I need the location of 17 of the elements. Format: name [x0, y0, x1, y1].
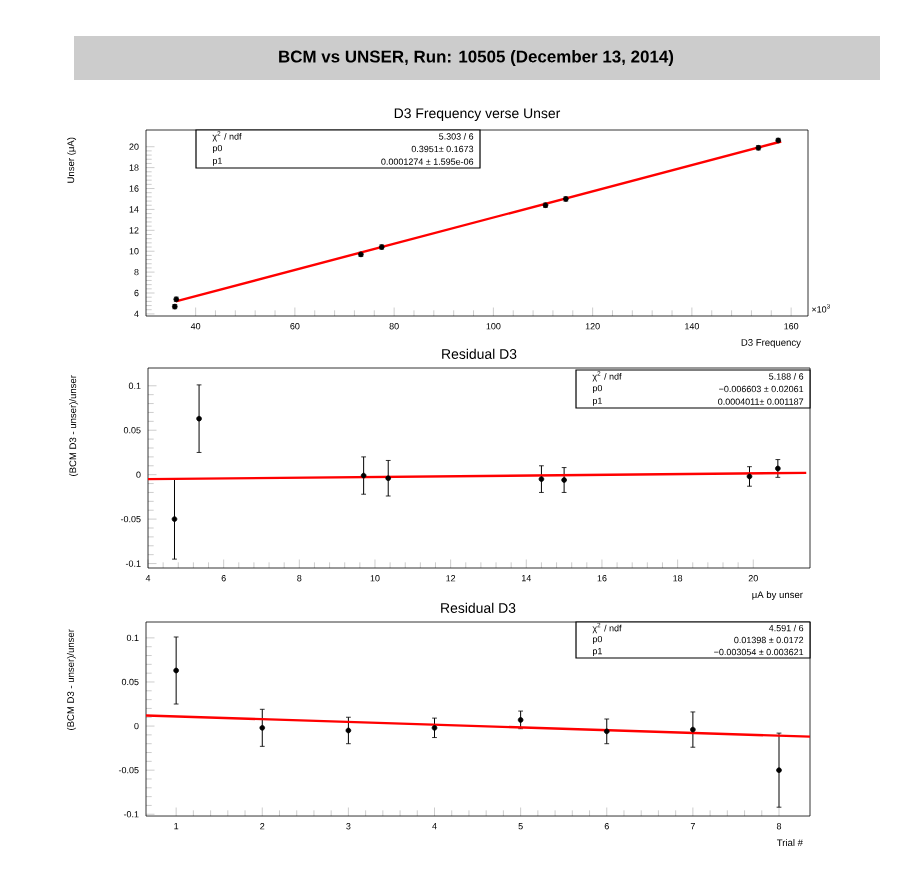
point — [360, 472, 367, 479]
point — [690, 726, 696, 733]
point — [775, 465, 781, 472]
point — [173, 667, 179, 674]
point — [259, 725, 266, 731]
point — [538, 476, 545, 482]
point — [746, 473, 753, 480]
point — [776, 767, 782, 773]
point — [517, 717, 524, 723]
chart-title: BCM vs UNSER, Run: 10505 (December 13, 2014) — [279, 50, 674, 66]
point — [171, 516, 178, 522]
point — [561, 477, 567, 483]
point — [603, 728, 610, 735]
point — [431, 725, 438, 731]
point — [196, 415, 202, 422]
point — [385, 475, 392, 482]
point — [345, 727, 352, 734]
